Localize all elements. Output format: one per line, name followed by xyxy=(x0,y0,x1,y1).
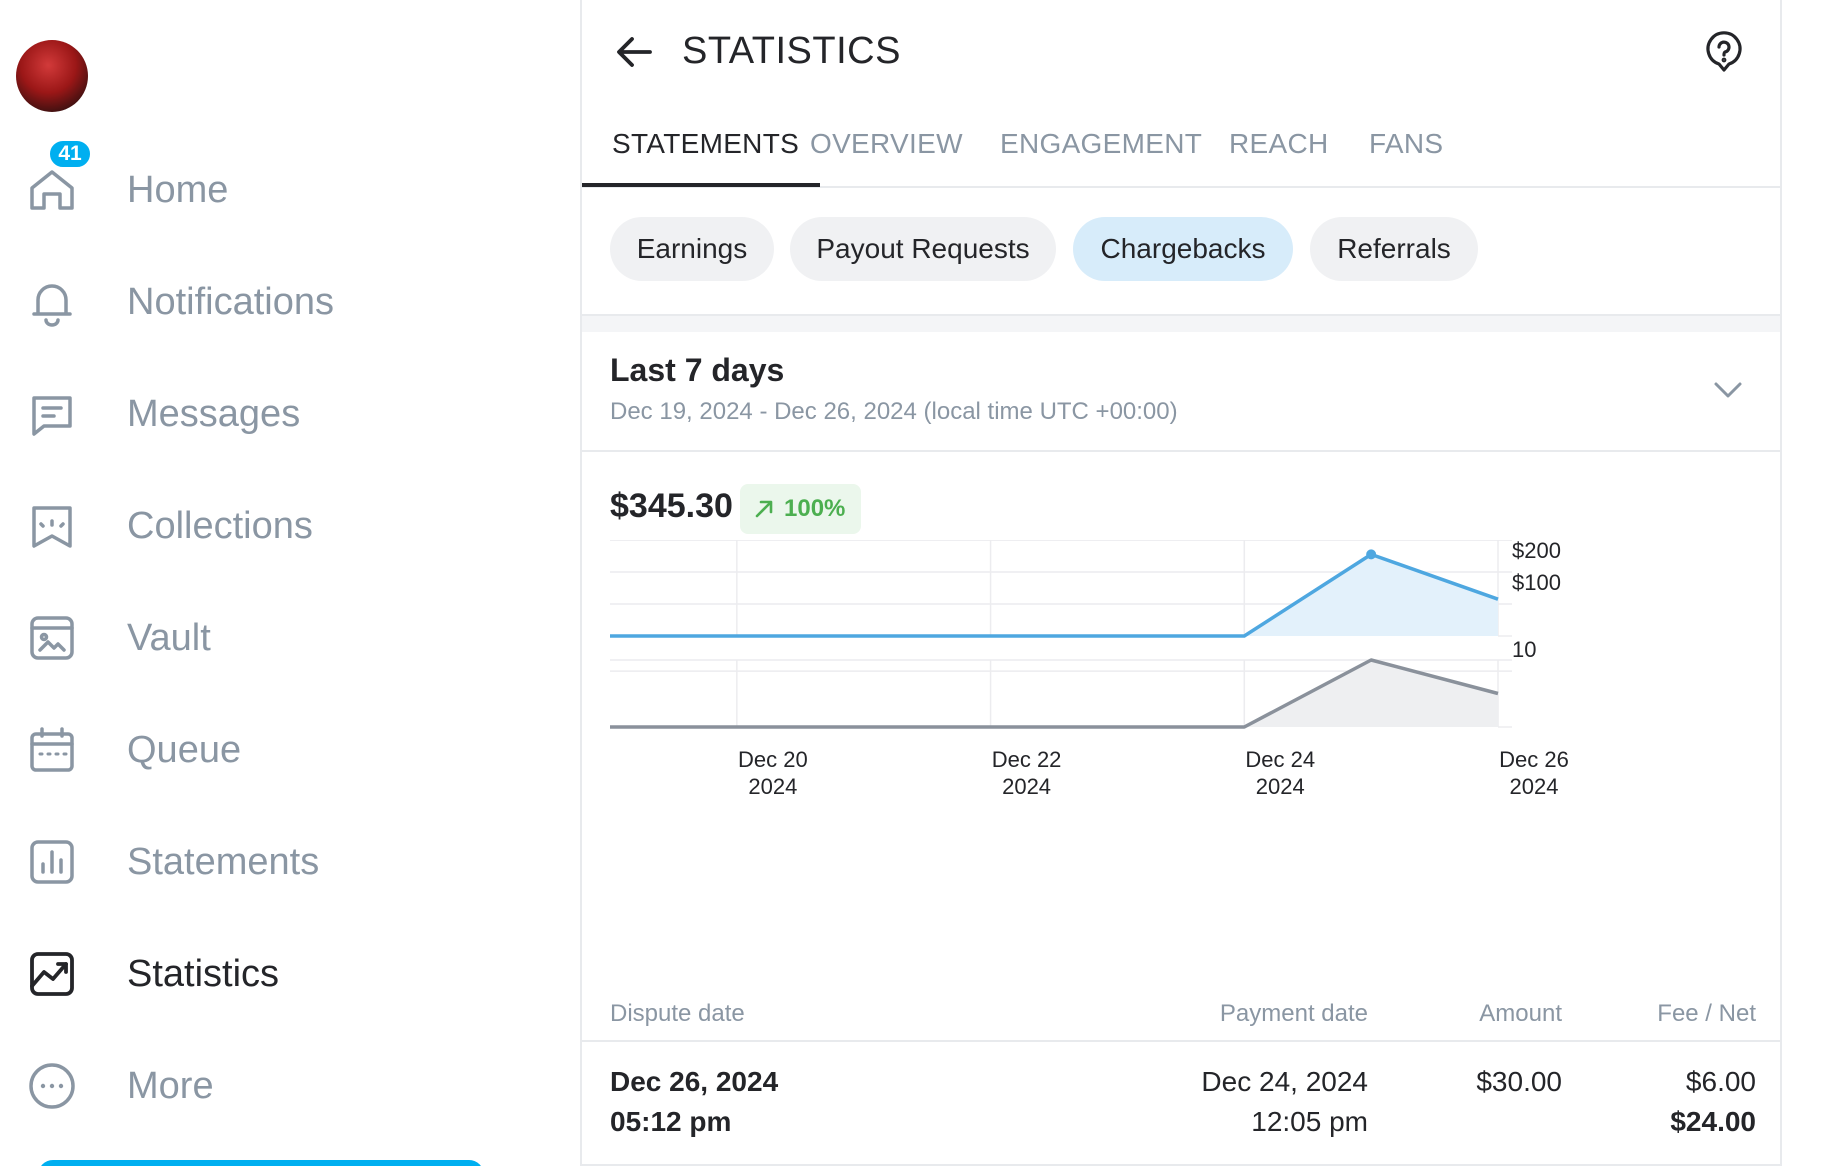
active-tab-indicator xyxy=(582,183,820,187)
sidebar-item-label: More xyxy=(127,1064,214,1107)
total-amount: $345.30 xyxy=(610,487,733,525)
back-arrow-icon[interactable] xyxy=(612,30,656,74)
x-tick-label: 2024 xyxy=(748,774,797,799)
bar-chart-icon xyxy=(26,836,78,888)
chip-chargebacks[interactable]: Chargebacks xyxy=(1073,217,1293,281)
help-icon[interactable] xyxy=(1702,30,1746,74)
chevron-down-icon xyxy=(1710,372,1746,408)
change-badge: 100% xyxy=(740,484,862,534)
payment-time: 12:05 pm xyxy=(1251,1106,1368,1137)
series-area xyxy=(610,554,1498,636)
x-tick-label: Dec 24 xyxy=(1245,747,1315,772)
table-header: Dispute date Payment date Amount Fee / N… xyxy=(582,980,1780,1042)
tab-reach[interactable]: REACH xyxy=(1229,128,1329,159)
column-header-amount: Amount xyxy=(1479,1000,1562,1027)
amount-value: $30.00 xyxy=(1476,1066,1562,1097)
dispute-time: 05:12 pm xyxy=(610,1106,732,1137)
avatar[interactable] xyxy=(16,40,88,112)
line-chart-icon xyxy=(26,948,78,1000)
sidebar-item-more[interactable]: More xyxy=(0,1044,560,1128)
sidebar-item-label: Vault xyxy=(127,616,211,659)
period-title: Last 7 days xyxy=(610,352,785,388)
column-header-fee-net: Fee / Net xyxy=(1657,1000,1756,1027)
table-row[interactable]: Dec 26, 2024 05:12 pm Dec 24, 2024 12:05… xyxy=(582,1042,1780,1166)
dispute-date: Dec 26, 2024 xyxy=(610,1066,779,1097)
net-value: $24.00 xyxy=(1670,1106,1756,1137)
sidebar-item-messages[interactable]: Messages xyxy=(0,372,560,456)
sidebar-item-label: Messages xyxy=(127,392,301,435)
bell-icon xyxy=(26,276,78,328)
series-area xyxy=(610,660,1498,727)
period-range: Dec 19, 2024 - Dec 26, 2024 (local time … xyxy=(610,398,1178,425)
more-icon xyxy=(26,1060,78,1112)
sidebar-item-statistics[interactable]: Statistics xyxy=(0,932,560,1016)
chip-referrals[interactable]: Referrals xyxy=(1310,217,1478,281)
page-title: STATISTICS xyxy=(682,30,901,72)
sidebar-item-queue[interactable]: Queue xyxy=(0,708,560,792)
series-line xyxy=(610,658,1499,729)
message-icon xyxy=(26,388,78,440)
x-tick-label: Dec 20 xyxy=(738,747,808,772)
payment-date: Dec 24, 2024 xyxy=(1201,1066,1368,1097)
statistics-tabs: STATEMENTS OVERVIEW ENGAGEMENT REACH FAN… xyxy=(582,100,1780,188)
sidebar-item-label: Notifications xyxy=(127,280,334,323)
tab-fans[interactable]: FANS xyxy=(1369,128,1444,159)
tab-engagement[interactable]: ENGAGEMENT xyxy=(1000,128,1203,159)
notification-count-badge: 41 xyxy=(47,138,93,170)
main-panel: STATISTICS STATEMENTS OVERVIEW ENGAGEMEN… xyxy=(580,0,1782,1166)
sidebar-item-label: Collections xyxy=(127,504,313,547)
chip-earnings[interactable]: Earnings xyxy=(610,217,774,281)
chip-payout-requests[interactable]: Payout Requests xyxy=(790,217,1056,281)
x-tick-label: 2024 xyxy=(1002,774,1051,799)
section-divider xyxy=(582,314,1780,332)
x-tick-label: Dec 26 xyxy=(1499,747,1569,772)
trend-up-icon xyxy=(755,500,773,518)
sidebar-item-collections[interactable]: Collections xyxy=(0,484,560,568)
y-tick-label: $200 xyxy=(1512,540,1561,563)
sidebar-item-notifications[interactable]: Notifications xyxy=(0,260,560,344)
sidebar-item-label: Home xyxy=(127,168,229,211)
sidebar-item-label: Queue xyxy=(127,728,242,771)
collections-icon xyxy=(26,500,78,552)
sidebar-item-home[interactable]: 41 Home xyxy=(0,138,560,232)
tab-overview[interactable]: OVERVIEW xyxy=(810,128,963,159)
y-tick-label: $100 xyxy=(1512,570,1561,595)
statement-type-chips: Earnings Payout Requests Chargebacks Ref… xyxy=(582,188,1780,314)
fee-value: $6.00 xyxy=(1685,1066,1756,1097)
column-header-payment-date: Payment date xyxy=(1219,1000,1368,1027)
series-line xyxy=(610,552,1499,638)
x-tick-label: 2024 xyxy=(1256,774,1305,799)
y-tick-label: 10 xyxy=(1512,637,1536,662)
home-icon xyxy=(26,164,78,216)
sidebar-item-label: Statistics xyxy=(127,952,280,995)
period-selector[interactable]: Last 7 days Dec 19, 2024 - Dec 26, 2024 … xyxy=(582,332,1780,452)
sidebar-item-label: Statements xyxy=(127,840,320,883)
new-post-button[interactable] xyxy=(38,1160,484,1166)
tab-statements[interactable]: STATEMENTS xyxy=(612,128,800,159)
sidebar-item-vault[interactable]: Vault xyxy=(0,596,560,680)
x-tick-label: Dec 22 xyxy=(992,747,1062,772)
x-tick-label: 2024 xyxy=(1510,774,1559,799)
sidebar-item-statements[interactable]: Statements xyxy=(0,820,560,904)
data-point xyxy=(1366,549,1377,560)
column-header-dispute-date: Dispute date xyxy=(610,1000,745,1027)
calendar-icon xyxy=(26,724,78,776)
sidebar: 41 Home Notifications Messages Collectio… xyxy=(0,0,580,1166)
change-percent: 100% xyxy=(784,495,846,522)
image-icon xyxy=(26,612,78,664)
page-header: STATISTICS xyxy=(582,0,1780,100)
